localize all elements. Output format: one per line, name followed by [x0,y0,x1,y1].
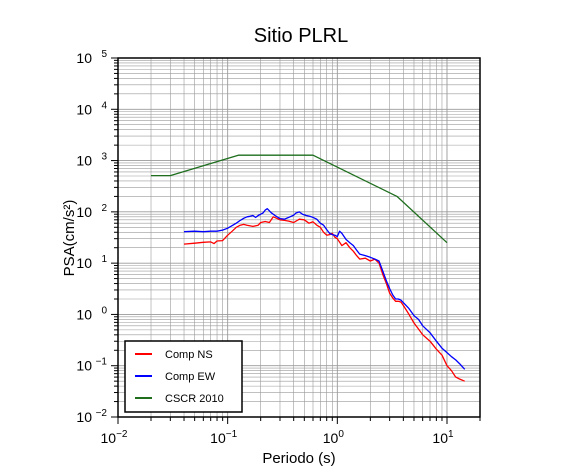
y-tick-label: 10 −2 [76,408,107,425]
y-tick-exponent: 5 [101,49,107,60]
x-tick-label: 10−2 [101,429,128,446]
chart-title: Sitio PLRL [254,25,349,47]
series-line-3 [151,154,448,244]
y-tick-label: 10 3 [76,152,107,169]
y-tick-exponent: 1 [101,254,107,265]
y-tick-exponent: −1 [96,357,108,368]
y-tick-exponent: 3 [101,152,107,163]
y-tick-label: 10 −1 [76,357,107,374]
axis-ticks [111,57,481,424]
y-tick-label: 10 5 [76,49,107,66]
x-tick-exponent: 1 [448,429,454,440]
y-tick-label: 10 1 [76,254,107,271]
y-tick-exponent: 2 [101,203,107,214]
x-axis-label: Periodo (s) [262,450,335,467]
x-tick-label: 101 [432,429,454,446]
grid [117,57,481,418]
legend-label: Comp NS [165,349,213,361]
y-axis-label: PSA(cm/s²) [61,200,78,277]
y-tick-label: 10 4 [76,100,107,117]
x-tick-exponent: −1 [226,429,238,440]
y-tick-label: 10 0 [76,305,107,322]
series-line-2 [183,208,466,370]
y-tick-label: 10 2 [76,203,107,220]
y-tick-exponent: −2 [96,408,108,419]
legend-label: Comp EW [165,371,216,383]
x-tick-exponent: 0 [338,429,344,440]
x-tick-label: 10−1 [210,429,237,446]
y-tick-exponent: 4 [101,100,107,111]
y-tick-exponent: 0 [101,305,107,316]
x-tick-exponent: −2 [116,429,128,440]
x-tick-label: 100 [323,429,345,446]
legend: Comp NS Comp EW CSCR 2010 [124,340,243,413]
series-lines [151,154,466,382]
legend-label: CSCR 2010 [165,393,224,405]
plot-frame [117,57,481,418]
